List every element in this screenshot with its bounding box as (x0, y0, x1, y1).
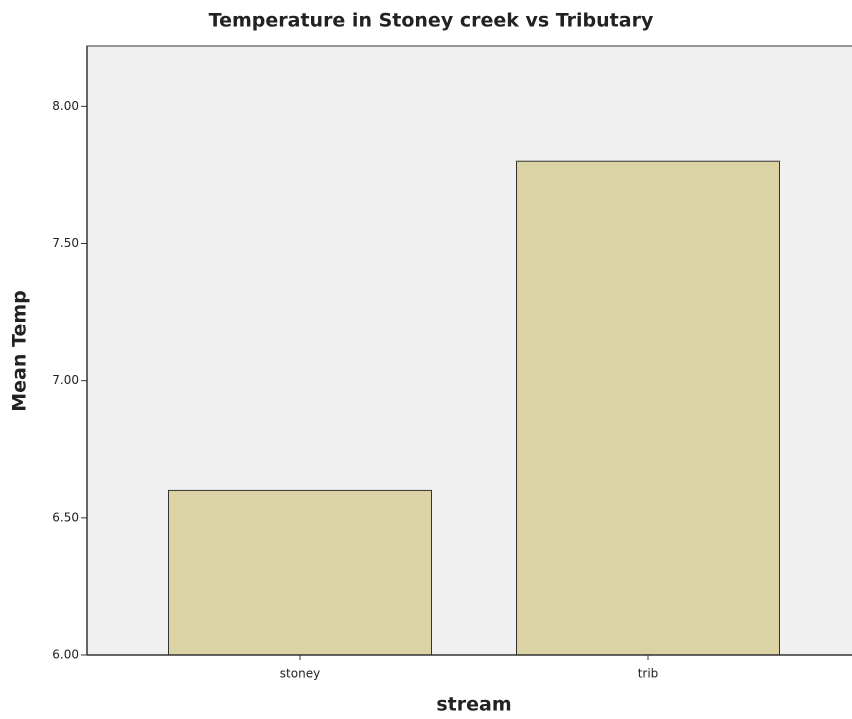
y-tick-label: 6.50 (52, 510, 79, 524)
chart-title: Temperature in Stoney creek vs Tributary (209, 10, 654, 32)
x-tick-label: trib (638, 667, 659, 681)
x-tick-label: stoney (280, 667, 320, 681)
y-tick-label: 8.00 (52, 99, 79, 113)
x-axis-title: stream (436, 694, 511, 716)
y-axis-title: Mean Temp (9, 290, 31, 411)
y-tick-label: 7.50 (52, 236, 79, 250)
y-tick-label: 6.00 (52, 648, 79, 662)
y-tick-label: 7.00 (52, 373, 79, 387)
bar (168, 489, 432, 656)
bar (516, 160, 780, 656)
